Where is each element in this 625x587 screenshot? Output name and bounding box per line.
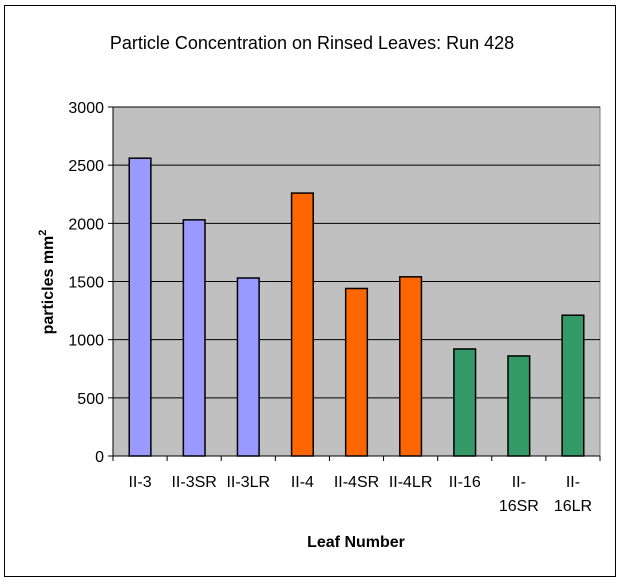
y-tick-label: 1500: [68, 275, 104, 292]
x-tick-label-line: II-4LR: [389, 474, 433, 491]
x-tick-label-line: II-4: [291, 474, 314, 491]
x-tick-label-line: II-16: [449, 474, 481, 491]
x-tick-label-line: 16LR: [554, 498, 592, 515]
bar: [561, 314, 585, 457]
x-tick-label: II-4SR: [334, 474, 379, 491]
bar: [182, 219, 206, 457]
x-tick-label: II- 16LR: [554, 474, 592, 515]
x-tick-label-line: II-3: [128, 474, 151, 491]
bar: [236, 277, 260, 457]
y-tick-label: 3000: [68, 100, 104, 117]
x-tick-label-line: II-3LR: [226, 474, 270, 491]
x-tick-label-line: II-3SR: [171, 474, 216, 491]
y-tick-label: 1000: [68, 333, 104, 350]
x-tick-label-line: II-: [512, 474, 526, 491]
x-tick-label: II-3SR: [171, 474, 216, 491]
x-tick-label: II-4: [291, 474, 314, 491]
bar: [290, 192, 314, 457]
bar: [128, 157, 152, 457]
bars: [128, 157, 585, 457]
y-axis-title-superscript: 2: [37, 230, 49, 236]
x-tick-label: II-16: [449, 474, 481, 491]
x-tick-label: II-3: [128, 474, 151, 491]
x-axis-title: Leaf Number: [307, 534, 405, 551]
y-tick-label: 0: [95, 449, 104, 466]
x-tick-label: II-3LR: [226, 474, 270, 491]
x-tick-label-line: II-: [566, 474, 580, 491]
bar: [507, 355, 531, 457]
y-axis-ticks: 0 500 1000 1500 2000 2500 3000: [68, 100, 113, 466]
x-tick-label: II-4LR: [389, 474, 433, 491]
x-tick-label: II- 16SR: [499, 474, 539, 515]
x-axis-ticks: II-3 II-3SR II-3LR II-4 II-4SR II-4LR II-16 II-…: [112, 456, 601, 515]
y-axis-title-main: particles mm: [40, 236, 57, 335]
y-tick-label: 500: [77, 391, 104, 408]
chart-title: Particle Concentration on Rinsed Leaves:…: [110, 33, 514, 53]
bar: [453, 348, 477, 457]
bar: [344, 287, 369, 457]
y-tick-label: 2500: [68, 158, 104, 175]
x-tick-label-line: 16SR: [499, 498, 539, 515]
bar: [399, 276, 423, 457]
y-axis-title: particles mm2: [37, 230, 57, 335]
x-tick-label-line: II-4SR: [334, 474, 379, 491]
y-tick-label: 2000: [68, 216, 104, 233]
